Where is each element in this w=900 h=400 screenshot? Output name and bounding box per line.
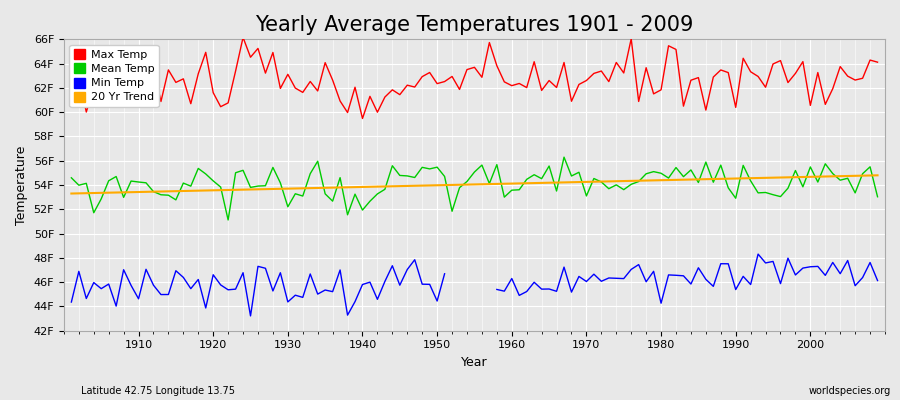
Y-axis label: Temperature: Temperature — [15, 145, 28, 225]
Text: worldspecies.org: worldspecies.org — [809, 386, 891, 396]
Legend: Max Temp, Mean Temp, Min Temp, 20 Yr Trend: Max Temp, Mean Temp, Min Temp, 20 Yr Tre… — [69, 45, 158, 107]
Title: Yearly Average Temperatures 1901 - 2009: Yearly Average Temperatures 1901 - 2009 — [256, 15, 694, 35]
Text: Latitude 42.75 Longitude 13.75: Latitude 42.75 Longitude 13.75 — [81, 386, 235, 396]
X-axis label: Year: Year — [461, 356, 488, 369]
